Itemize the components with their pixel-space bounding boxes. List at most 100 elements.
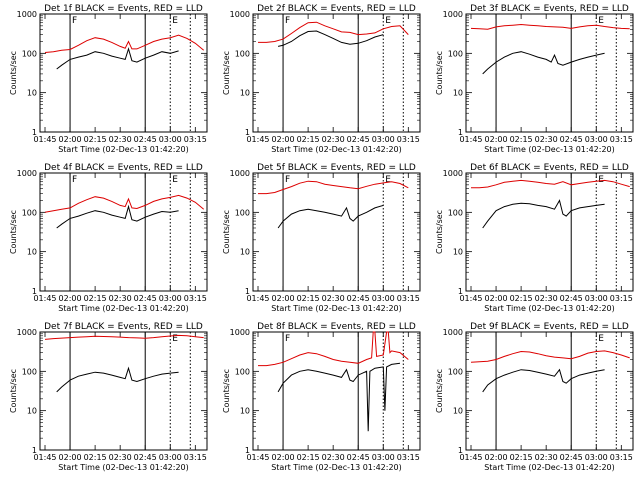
x-tick-label: 01:45 [459,453,482,462]
x-tick-label: 01:45 [246,135,269,144]
x-tick-label: 02:00 [59,294,82,303]
event-marker-label: E [172,175,178,185]
chart-title: Det 4f BLACK = Events, RED = LLD [44,163,203,173]
y-tick-label: 1 [458,446,463,455]
x-tick-label: 02:45 [560,294,583,303]
x-tick-label: 02:45 [347,453,370,462]
y-tick-label: 10 [453,89,463,98]
x-tick-label: 01:45 [33,453,56,462]
plot-frame [465,331,634,451]
y-tick-label: 1000 [230,328,250,337]
x-tick-label: 01:45 [459,294,482,303]
x-tick-label: 03:15 [184,453,207,462]
x-tick-label: 02:00 [272,453,295,462]
x-tick-label: 01:45 [33,135,56,144]
plot-frame [252,13,421,133]
x-axis-label: Start Time (02-Dec-13 01:42:20) [58,304,189,313]
y-tick-label: 10 [240,248,250,257]
x-tick-label: 02:15 [510,135,533,144]
chart-panel-2: Det 2f BLACK = Events, RED = LLD 1 10 100 10… [222,4,421,154]
plot-frame [252,331,421,451]
x-tick-label: 02:45 [134,453,157,462]
y-tick-label: 1000 [17,10,37,19]
y-tick-label: 100 [235,208,250,217]
y-tick-label: 100 [448,49,463,58]
y-axis-label: Counts/sec [222,210,231,254]
chart-panel-9: Det 9f BLACK = Events, RED = LLD 1 10 100 10… [435,322,634,472]
x-tick-label: 02:00 [485,135,508,144]
x-tick-label: 01:45 [246,453,269,462]
x-tick-label: 02:15 [510,453,533,462]
chart-panel-4: Det 4f BLACK = Events, RED = LLD 1 10 100 10… [9,163,208,313]
x-tick-label: 01:45 [33,294,56,303]
chart-title: Det 5f BLACK = Events, RED = LLD [257,163,416,173]
x-tick-label: 03:00 [372,453,395,462]
x-tick-label: 02:15 [84,135,107,144]
event-marker-label: E [172,16,178,26]
x-tick-label: 03:00 [585,294,608,303]
x-tick-label: 02:45 [134,294,157,303]
x-tick-label: 02:15 [297,294,320,303]
y-axis-label: Counts/sec [9,210,18,254]
chart-panel-1: Det 1f BLACK = Events, RED = LLD 1 10 100 10… [9,4,208,154]
plot-frame [39,13,208,133]
y-tick-label: 10 [27,248,37,257]
chart-title: Det 8f BLACK = Events, RED = LLD [257,322,416,332]
series-line-red [471,179,630,189]
x-axis-label: Start Time (02-Dec-13 01:42:20) [484,304,615,313]
x-tick-label: 02:45 [347,294,370,303]
series-line-red [44,194,205,213]
x-tick-label: 03:00 [159,453,182,462]
y-tick-label: 1 [32,446,37,455]
chart-title: Det 2f BLACK = Events, RED = LLD [257,4,416,14]
x-tick-label: 02:15 [84,453,107,462]
y-tick-label: 100 [448,367,463,376]
x-tick-label: 03:15 [610,135,633,144]
x-tick-label: 01:45 [246,294,269,303]
x-axis-label: Start Time (02-Dec-13 01:42:20) [58,463,189,472]
chart-title: Det 1f BLACK = Events, RED = LLD [44,4,203,14]
y-tick-label: 100 [22,208,37,217]
y-tick-label: 1000 [443,169,463,178]
x-tick-label: 03:00 [372,135,395,144]
event-marker-label: F [285,334,290,344]
x-axis-label: Start Time (02-Dec-13 01:42:20) [58,145,189,154]
event-marker-label: E [598,334,604,344]
x-tick-label: 02:00 [272,135,295,144]
plot-frame [39,331,208,451]
y-tick-label: 100 [22,49,37,58]
y-tick-label: 1 [32,287,37,296]
event-marker-label: E [598,175,604,185]
y-tick-label: 1 [245,128,250,137]
x-tick-label: 03:15 [397,135,420,144]
series-line-black [277,362,401,432]
x-tick-label: 02:30 [322,294,345,303]
event-marker-label: F [285,175,290,185]
y-tick-label: 100 [448,208,463,217]
series-line-black [56,366,179,393]
y-axis-label: Counts/sec [9,51,18,95]
x-tick-label: 02:30 [535,135,558,144]
x-tick-label: 02:00 [485,453,508,462]
event-marker-label: F [72,175,77,185]
series-line-red [44,334,204,340]
x-tick-label: 03:00 [372,294,395,303]
x-tick-label: 02:00 [59,453,82,462]
y-tick-label: 1000 [17,328,37,337]
x-axis-label: Start Time (02-Dec-13 01:42:20) [271,463,402,472]
x-tick-label: 03:00 [159,294,182,303]
y-axis-label: Counts/sec [9,369,18,413]
series-line-black [56,204,179,229]
chart-panel-7: Det 7f BLACK = Events, RED = LLD 1 10 100 10… [9,322,208,472]
plot-frame [465,172,634,292]
x-tick-label: 02:00 [59,135,82,144]
x-tick-label: 02:45 [347,135,370,144]
x-tick-label: 03:00 [585,453,608,462]
event-marker-label: E [598,16,604,26]
x-tick-label: 03:00 [585,135,608,144]
x-tick-label: 02:15 [297,453,320,462]
x-tick-label: 03:15 [397,294,420,303]
y-axis-label: Counts/sec [435,369,444,413]
y-tick-label: 1 [458,287,463,296]
